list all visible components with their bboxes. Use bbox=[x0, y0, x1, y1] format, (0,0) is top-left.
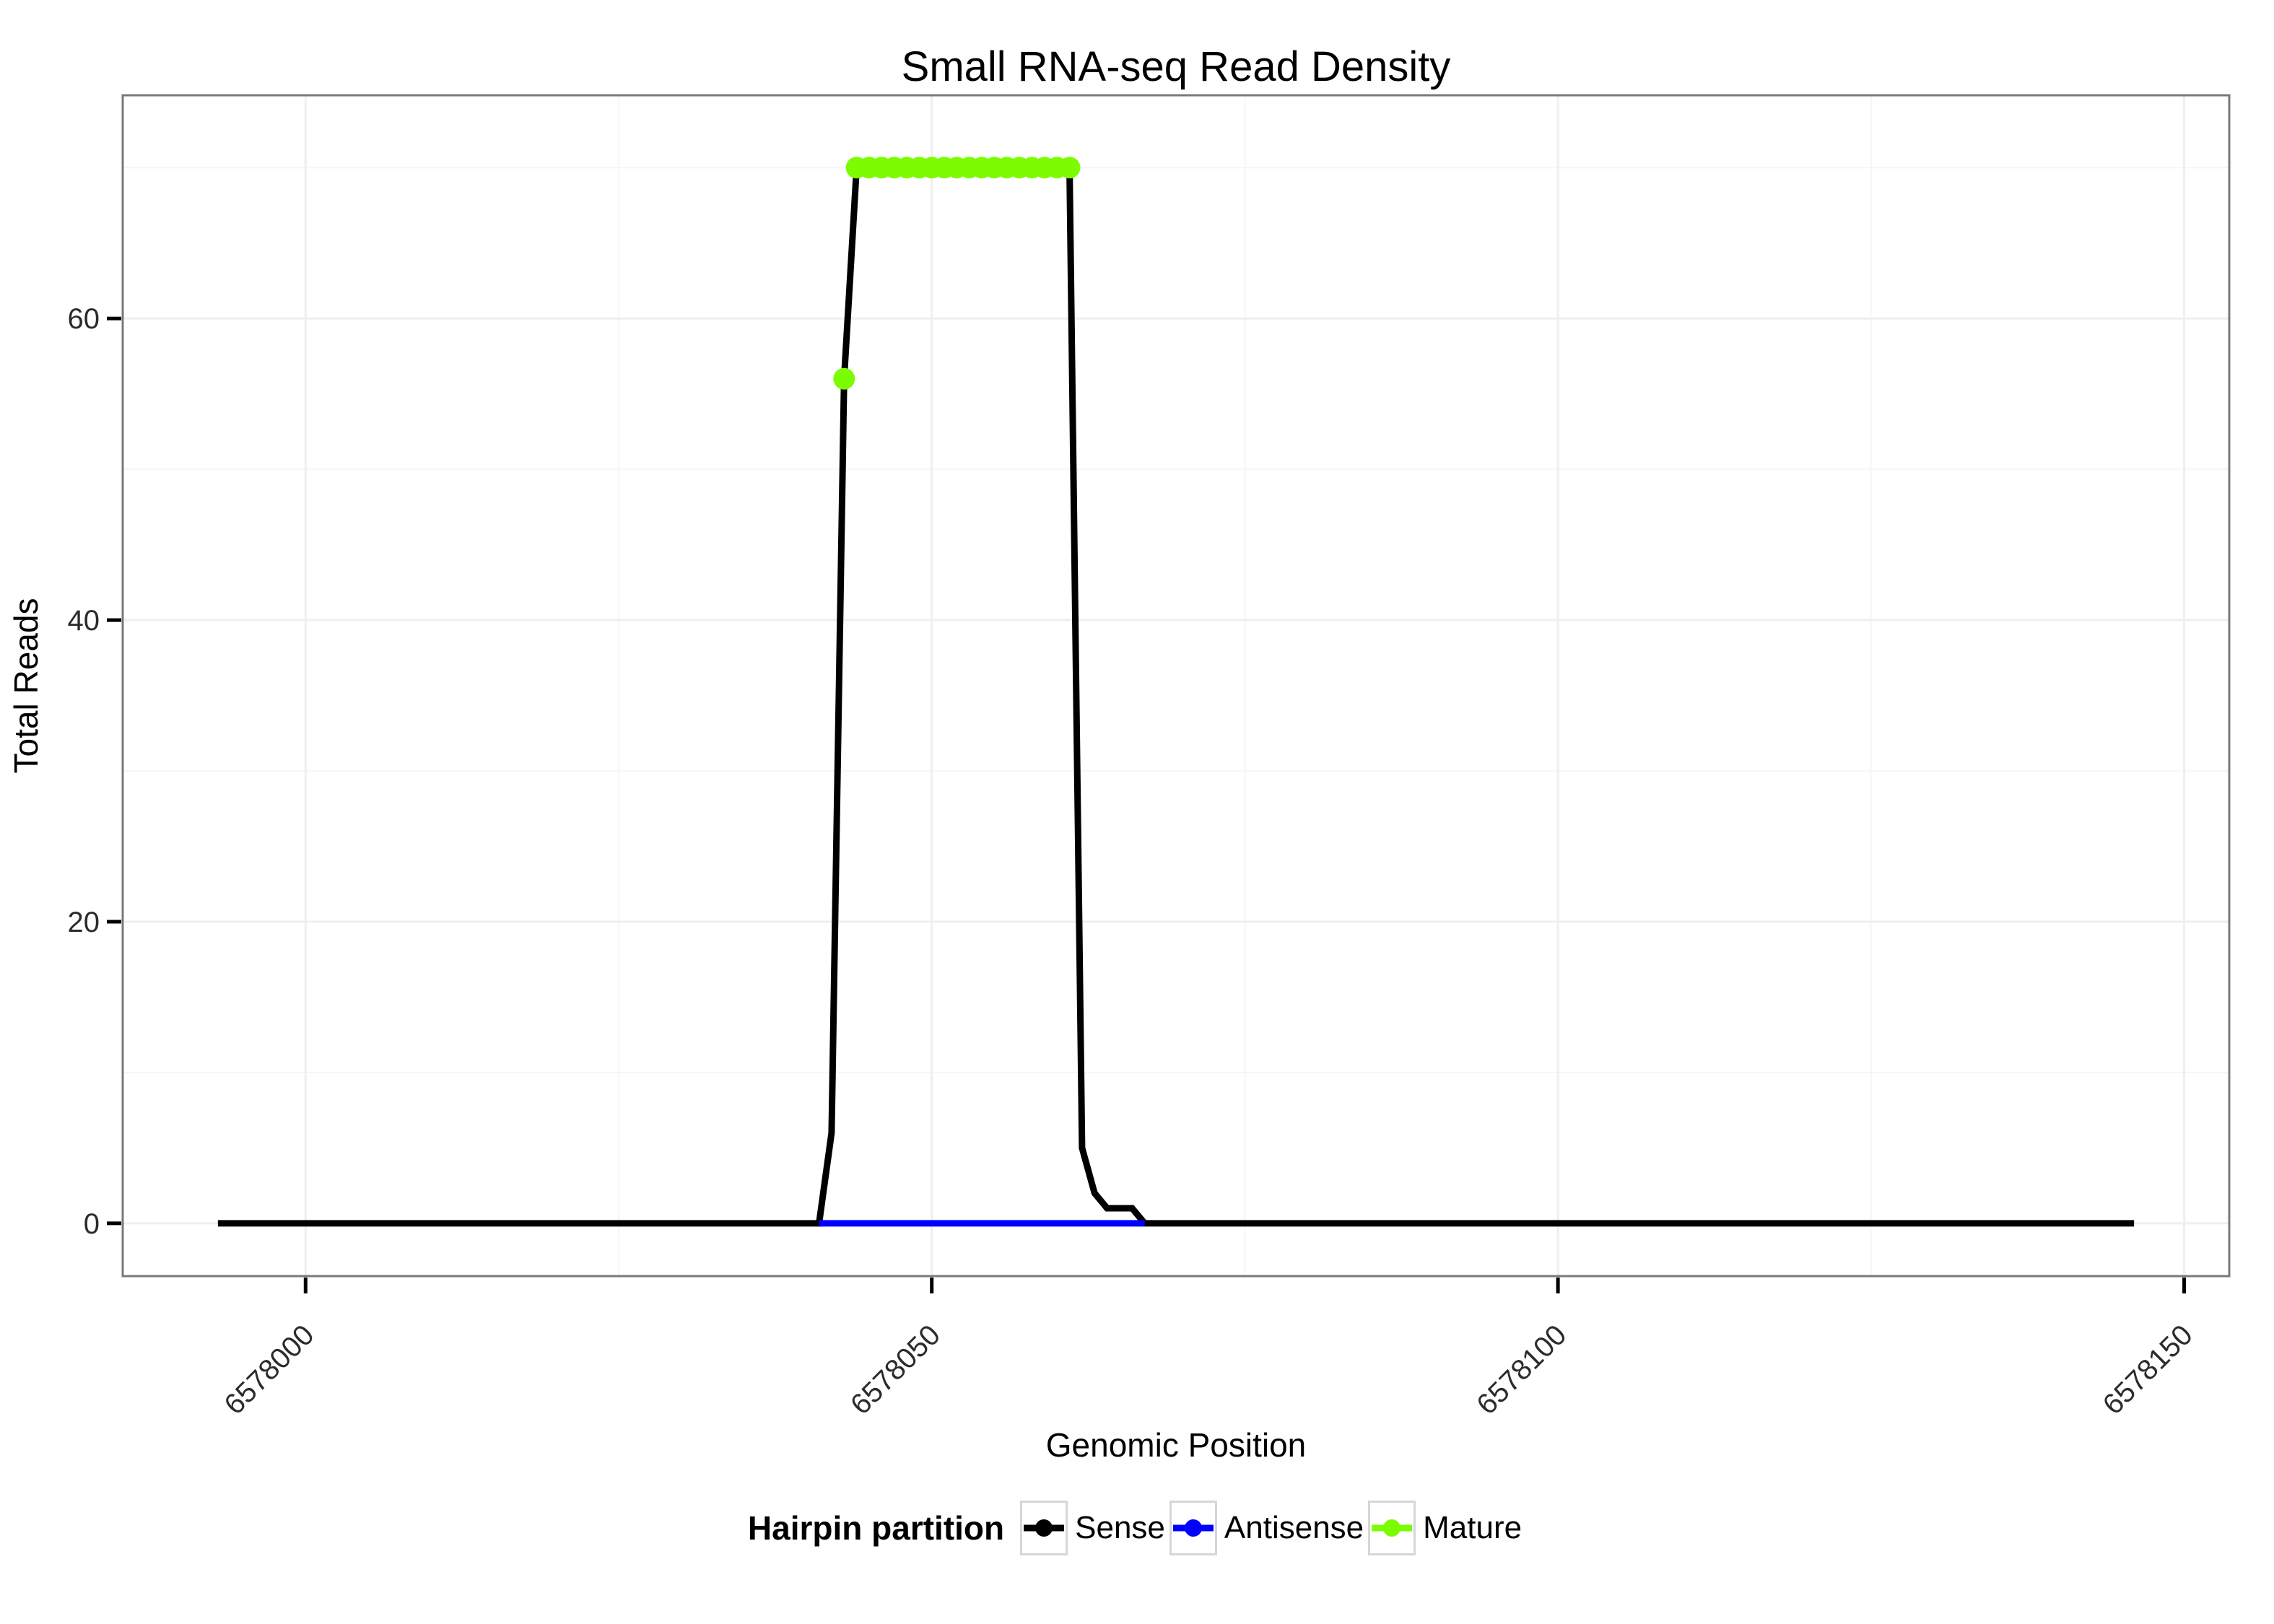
y-tick-label: 40 bbox=[68, 605, 100, 637]
legend-key-dot bbox=[1035, 1519, 1053, 1537]
axis-tick-marks bbox=[107, 316, 2187, 1293]
y-tick-label: 60 bbox=[68, 303, 100, 335]
legend-key-glyph bbox=[1172, 1519, 1214, 1537]
legend-key-sense bbox=[1020, 1501, 1068, 1555]
legend-item-antisense: Antisense bbox=[1169, 1501, 1364, 1555]
y-tick-label: 20 bbox=[68, 907, 100, 938]
x-tick-label: 6578150 bbox=[2097, 1319, 2199, 1420]
legend-label-mature: Mature bbox=[1423, 1510, 1522, 1545]
x-tick-label: 6578000 bbox=[218, 1319, 320, 1420]
legend-key-mature bbox=[1368, 1501, 1416, 1555]
x-axis-title: Genomic Position bbox=[1046, 1426, 1307, 1464]
data-lines bbox=[217, 164, 2135, 1227]
legend-key-antisense bbox=[1169, 1501, 1217, 1555]
legend-key-glyph bbox=[1024, 1519, 1065, 1537]
legend-key-glyph bbox=[1372, 1519, 1413, 1537]
legend-title: Hairpin partition bbox=[747, 1509, 1005, 1547]
gridlines-minor bbox=[123, 95, 2229, 1276]
x-tick-label: 6578100 bbox=[1471, 1319, 1572, 1420]
y-tick-label: 0 bbox=[84, 1208, 100, 1240]
data-points bbox=[833, 157, 1081, 390]
y-axis-tick-labels: 0 20 40 60 bbox=[68, 303, 100, 1240]
panel-border bbox=[121, 94, 2231, 1278]
mature-point bbox=[833, 367, 855, 390]
legend-label-sense: Sense bbox=[1075, 1510, 1165, 1545]
sense-line bbox=[217, 164, 2135, 1227]
y-axis-title: Total Reads bbox=[7, 598, 45, 774]
legend-item-mature: Mature bbox=[1368, 1501, 1522, 1555]
gridlines-major bbox=[123, 95, 2229, 1276]
legend: Hairpin partition Sense Antisense Mature bbox=[0, 1496, 2274, 1560]
legend-key-dot bbox=[1184, 1519, 1202, 1537]
x-axis-tick-labels: 6578000 6578050 6578100 6578150 bbox=[218, 1319, 2198, 1420]
mature-point bbox=[1058, 157, 1081, 179]
legend-item-sense: Sense bbox=[1020, 1501, 1165, 1555]
chart-title: Small RNA-seq Read Density bbox=[902, 43, 1451, 90]
legend-label-antisense: Antisense bbox=[1224, 1510, 1364, 1545]
legend-key-dot bbox=[1383, 1519, 1401, 1537]
x-tick-label: 6578050 bbox=[845, 1319, 946, 1420]
